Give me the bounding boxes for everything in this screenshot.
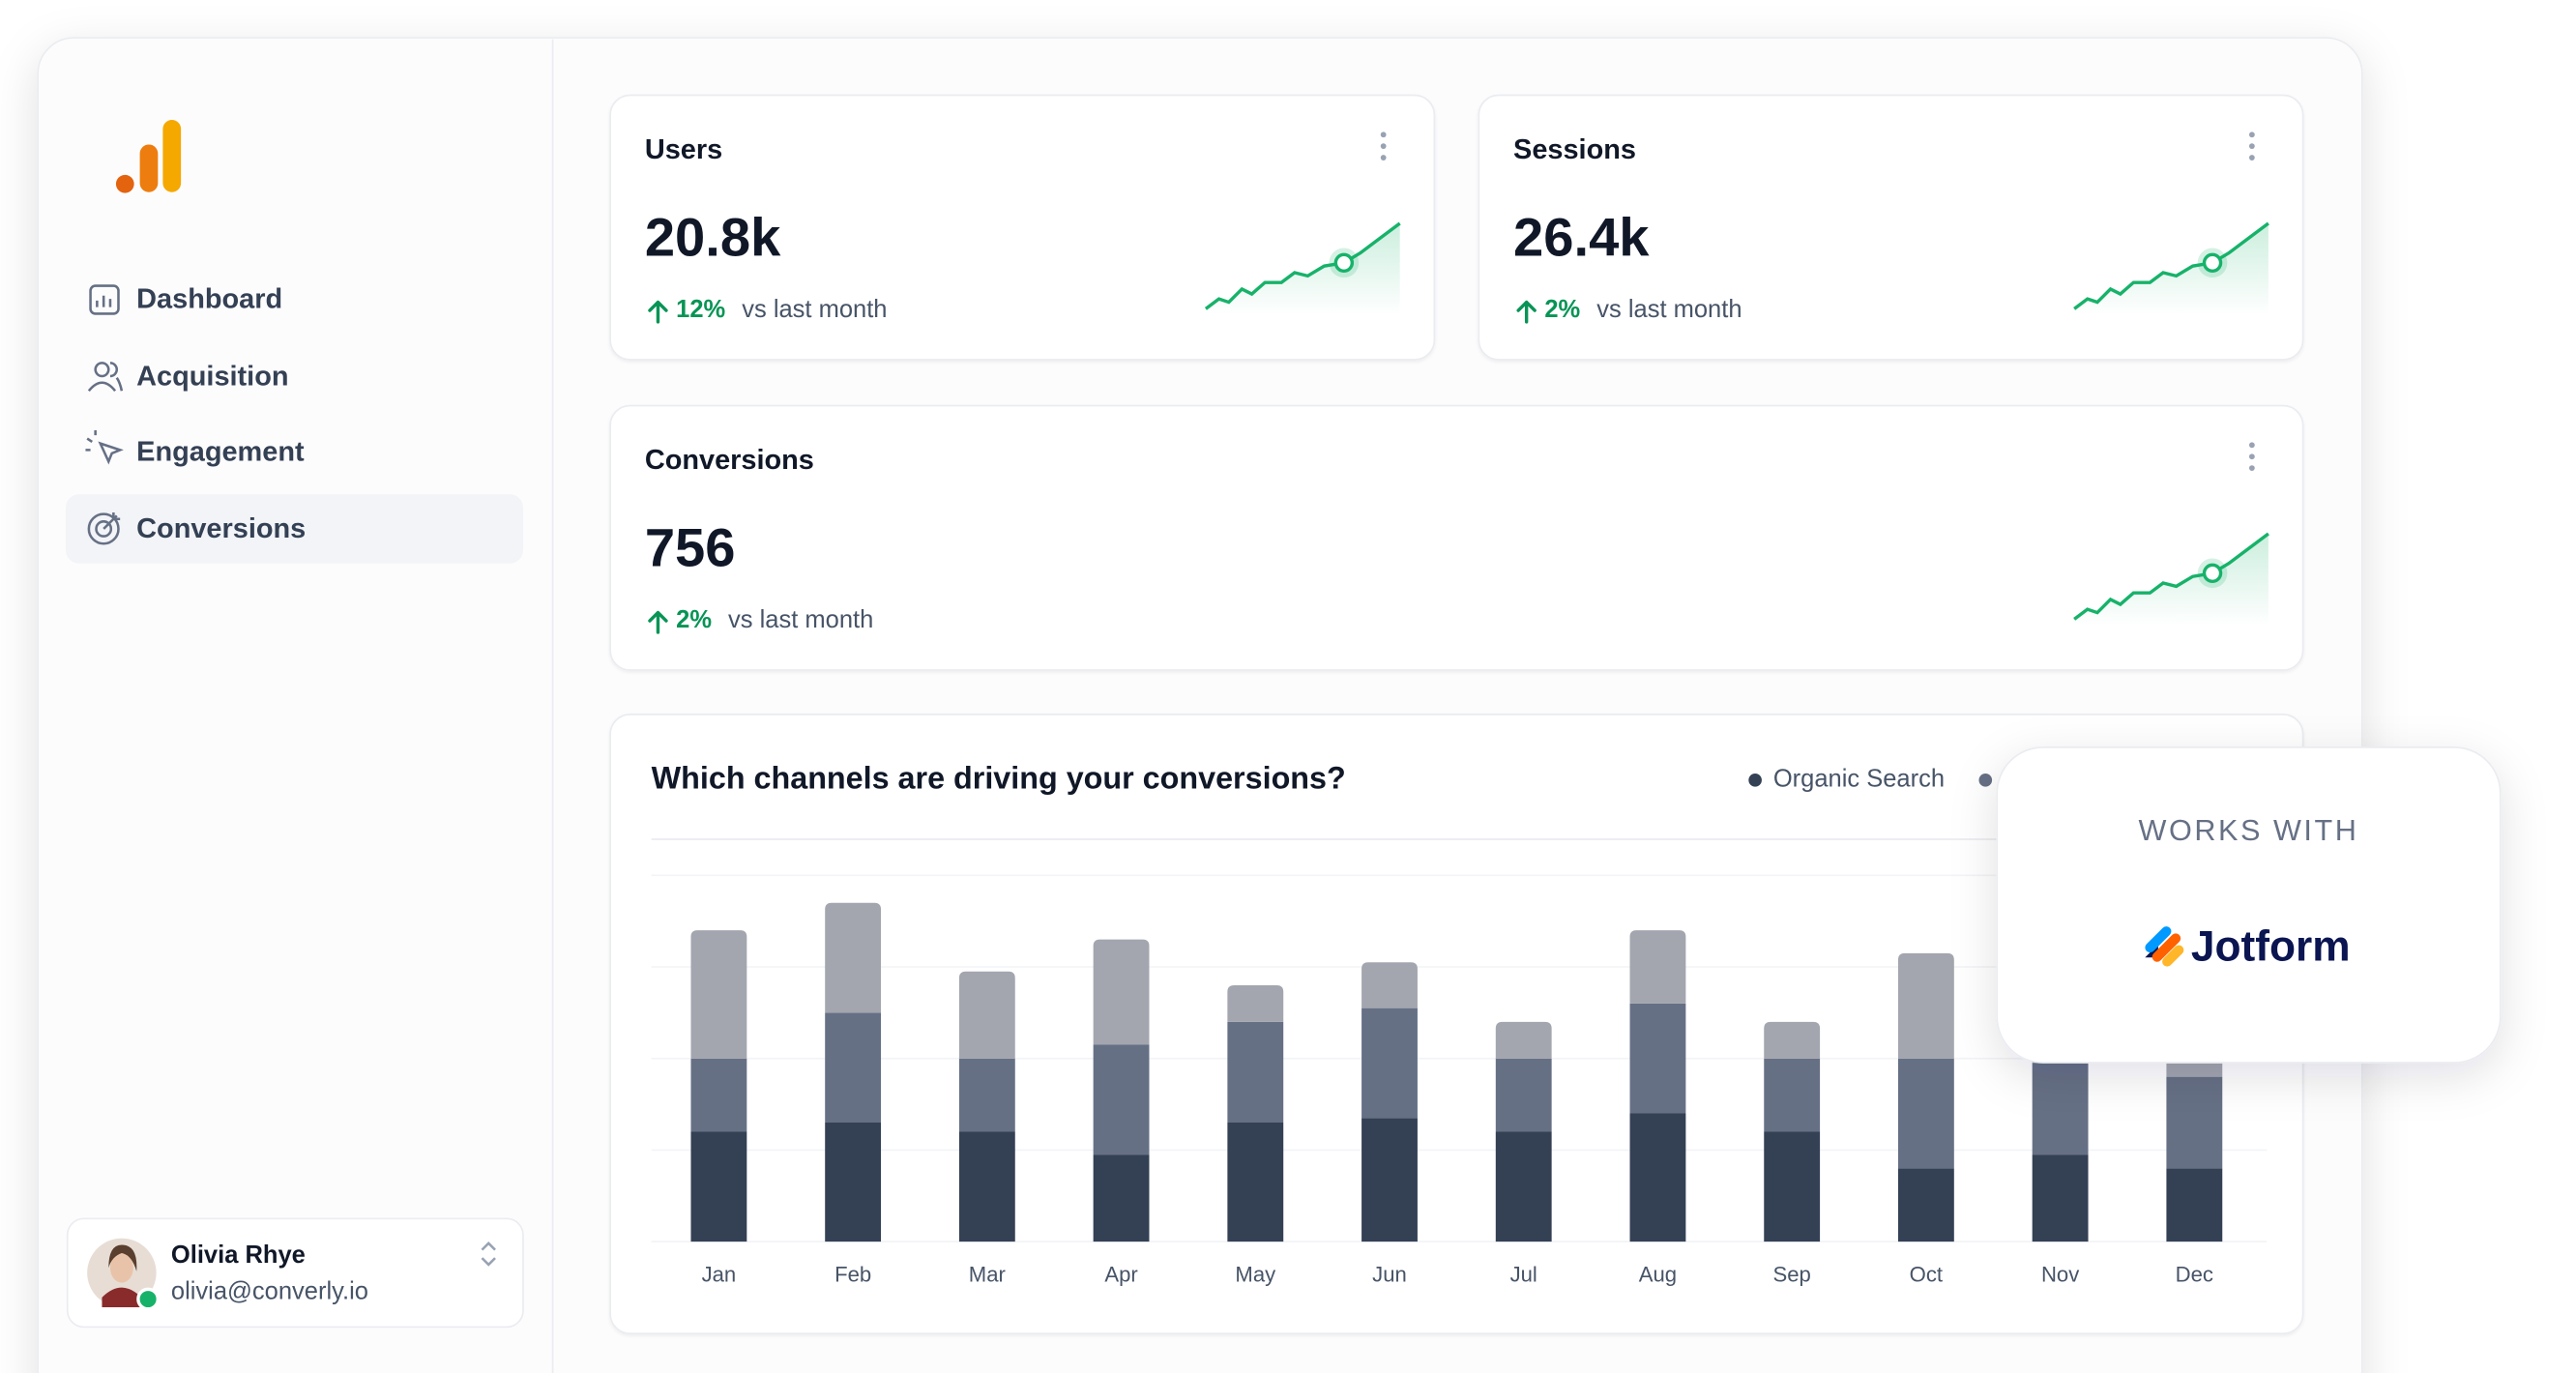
avatar xyxy=(87,1238,161,1311)
x-tick-label: May xyxy=(1235,1263,1275,1287)
bar-segment xyxy=(1495,1058,1552,1132)
bar-segment xyxy=(1897,1168,1954,1242)
up-arrow xyxy=(648,610,668,634)
menu-dot xyxy=(2248,155,2255,161)
menu-dot xyxy=(2248,453,2255,460)
legend-dot xyxy=(1978,774,1993,787)
kpi-title: Users xyxy=(645,134,722,165)
menu-dot xyxy=(2248,131,2255,138)
bar-segment xyxy=(1764,1058,1821,1132)
bar-segment xyxy=(825,1012,882,1124)
bar-segment xyxy=(2032,1154,2089,1242)
bar-segment xyxy=(958,1131,1015,1242)
bar-segment xyxy=(1093,1044,1150,1155)
bar-segment xyxy=(1361,1118,1418,1242)
kpi-value: 26.4k xyxy=(1513,207,1650,268)
bar-segment xyxy=(958,971,1015,1059)
x-tick-label: Sep xyxy=(1773,1263,1811,1287)
chevrons[interactable] xyxy=(481,1242,496,1267)
menu-dot xyxy=(2248,465,2255,471)
kpi-change: 2% xyxy=(1544,296,1580,323)
bar-segment xyxy=(1227,984,1284,1022)
kpi-value: 756 xyxy=(645,517,736,578)
menu-dot xyxy=(1380,143,1387,150)
bar-segment xyxy=(1897,1058,1954,1169)
bar-segment xyxy=(958,1058,1015,1132)
kpi-change: 2% xyxy=(676,606,712,633)
more-menu[interactable] xyxy=(2248,442,2255,471)
kpi-change: 12% xyxy=(676,296,725,323)
bar-segment xyxy=(690,1131,747,1242)
kpi-note: vs last month xyxy=(728,606,873,633)
bar-segment xyxy=(690,1058,747,1132)
user-card[interactable] xyxy=(66,1217,524,1329)
x-tick-label: Jul xyxy=(1510,1263,1537,1287)
bar-segment xyxy=(1629,930,1686,1004)
brand-name: Jotform xyxy=(2191,922,2351,970)
bar-segment xyxy=(2166,1076,2223,1169)
bar-segment xyxy=(1227,1021,1284,1124)
logo xyxy=(115,119,182,193)
legend-dot xyxy=(1748,774,1762,787)
kpi-title: Conversions xyxy=(645,445,814,476)
bar-segment xyxy=(1495,1131,1552,1242)
bar-segment xyxy=(2166,1168,2223,1242)
nav-item[interactable]: Acquisition xyxy=(136,361,288,392)
x-tick-label: Aug xyxy=(1639,1263,1677,1287)
bar-segment xyxy=(1093,1154,1150,1242)
bar-segment xyxy=(1227,1123,1284,1242)
chart-title: Which channels are driving your conversi… xyxy=(652,760,1346,795)
x-tick-label: Jan xyxy=(702,1263,737,1287)
menu-dot xyxy=(1380,155,1387,161)
x-tick-label: Mar xyxy=(969,1263,1006,1287)
x-tick-label: Nov xyxy=(2041,1263,2079,1287)
nav-item[interactable]: Conversions xyxy=(136,513,306,544)
bar-segment xyxy=(1629,1003,1686,1114)
menu-dot xyxy=(1380,131,1387,138)
kpi-note: vs last month xyxy=(1596,296,1742,323)
more-menu[interactable] xyxy=(2248,131,2255,161)
nav-item[interactable]: Dashboard xyxy=(136,283,282,314)
x-tick-label: Jun xyxy=(1372,1263,1407,1287)
bar-segment xyxy=(1093,939,1150,1045)
bar-segment xyxy=(2032,1063,2089,1155)
x-tick-label: Oct xyxy=(1910,1263,1943,1287)
legend-label: Organic Search xyxy=(1773,766,1945,793)
bar-segment xyxy=(1897,952,1954,1059)
x-tick-label: Dec xyxy=(2176,1263,2213,1287)
x-tick-label: Apr xyxy=(1104,1263,1137,1287)
more-menu[interactable] xyxy=(1380,131,1387,161)
bar-segment xyxy=(690,930,747,1059)
integration-card xyxy=(1996,745,2502,1064)
nav-item[interactable]: Engagement xyxy=(136,436,305,467)
bar-segment xyxy=(1495,1021,1552,1059)
kpi-title: Sessions xyxy=(1513,134,1636,165)
bar-segment xyxy=(825,902,882,1013)
up-arrow xyxy=(648,300,668,324)
kpi-note: vs last month xyxy=(742,296,887,323)
nav-icons xyxy=(85,284,124,545)
kpi-card xyxy=(609,404,2304,671)
bar-segment xyxy=(1764,1131,1821,1242)
user-name: Olivia Rhye xyxy=(171,1242,306,1269)
kpi-card xyxy=(609,94,1436,361)
bar-segment xyxy=(825,1123,882,1242)
bar-segment xyxy=(1361,1008,1418,1119)
kpi-card xyxy=(1478,94,2304,361)
bar-segment xyxy=(1764,1021,1821,1059)
user-email: olivia@converly.io xyxy=(171,1278,368,1305)
menu-dot xyxy=(2248,143,2255,150)
kpi-value: 20.8k xyxy=(645,207,781,268)
bar-segment xyxy=(1361,962,1418,1008)
up-arrow xyxy=(1516,300,1537,324)
nav-active-bg xyxy=(66,494,523,564)
menu-dot xyxy=(2248,442,2255,449)
bar-segment xyxy=(1629,1113,1686,1242)
jotform-icon xyxy=(2145,926,2184,967)
x-tick-label: Feb xyxy=(834,1263,871,1287)
works-with-label: WORKS WITH xyxy=(2139,814,2359,847)
